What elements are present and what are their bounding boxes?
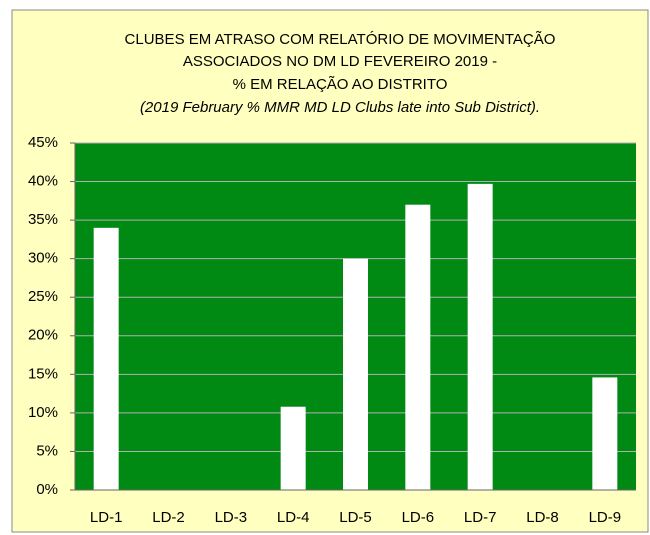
x-tick-label: LD-4 — [277, 509, 310, 526]
y-tick-label: 20% — [28, 327, 58, 344]
y-tick-label: 25% — [28, 288, 58, 305]
y-tick-label: 30% — [28, 250, 58, 267]
bar — [467, 183, 493, 490]
x-tick-label: LD-2 — [152, 509, 185, 526]
y-tick-label: 0% — [36, 481, 58, 498]
bar — [280, 406, 306, 490]
bar — [405, 204, 431, 490]
chart-title: ASSOCIADOS NO DM LD FEVEREIRO 2019 - — [183, 53, 497, 70]
bar — [592, 377, 618, 490]
x-tick-label: LD-5 — [339, 509, 372, 526]
x-tick-label: LD-7 — [464, 509, 497, 526]
chart-subtitle: (2019 February % MMR MD LD Clubs late in… — [140, 99, 540, 116]
x-tick-label: LD-1 — [90, 509, 123, 526]
chart-title: CLUBES EM ATRASO COM RELATÓRIO DE MOVIME… — [125, 31, 556, 48]
y-tick-label: 10% — [28, 404, 58, 421]
y-tick-label: 45% — [28, 134, 58, 151]
x-tick-label: LD-6 — [402, 509, 435, 526]
y-tick-label: 15% — [28, 365, 58, 382]
x-tick-label: LD-9 — [589, 509, 622, 526]
y-tick-label: 40% — [28, 173, 58, 190]
x-tick-label: LD-8 — [526, 509, 559, 526]
chart-title: % EM RELAÇÃO AO DISTRITO — [233, 76, 448, 93]
y-tick-label: 35% — [28, 211, 58, 228]
x-tick-label: LD-3 — [215, 509, 248, 526]
bar — [93, 227, 119, 491]
y-tick-label: 5% — [36, 442, 58, 459]
bar — [343, 258, 368, 490]
